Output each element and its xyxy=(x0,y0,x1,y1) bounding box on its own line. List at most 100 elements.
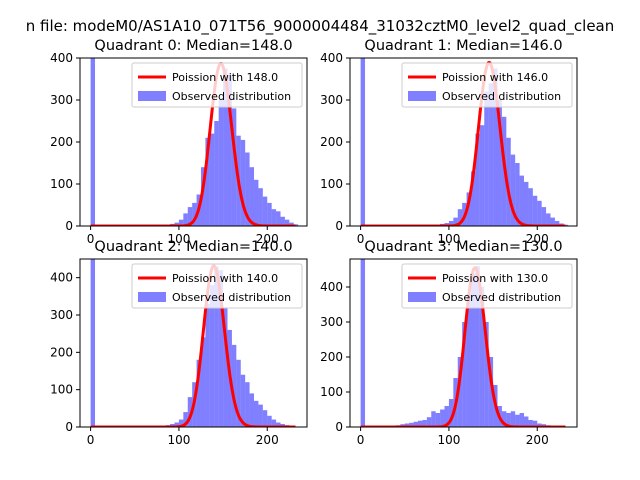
histogram-bar xyxy=(457,357,463,427)
histogram-bar xyxy=(293,224,299,226)
histogram-bar xyxy=(187,397,193,427)
histogram-bar xyxy=(457,209,463,226)
histogram-bar xyxy=(236,359,241,427)
histogram-bar xyxy=(209,285,215,427)
histogram-bar xyxy=(501,411,507,427)
subplot-quadrant-3: 0 100 200 0 100 200 300 400 Quadrant 3: Median=1… xyxy=(320,239,578,447)
legend: Poission with 130.0 Observed distribution xyxy=(401,263,573,309)
subplot-title: Quadrant 3: Median=130.0 xyxy=(364,239,562,255)
x-tick-label: 200 xyxy=(256,232,279,246)
histogram-bar xyxy=(187,207,193,226)
axes-frame xyxy=(79,258,308,428)
histogram-bar xyxy=(271,419,277,427)
legend-box xyxy=(401,263,573,309)
y-tick-label: 200 xyxy=(320,135,343,149)
histogram-bar xyxy=(475,266,480,427)
histogram-bar xyxy=(563,224,569,226)
histogram-bar xyxy=(254,179,259,226)
histogram-bar xyxy=(479,125,485,226)
y-tick-label: 100 xyxy=(320,385,343,399)
histogram-bar xyxy=(550,217,555,226)
histogram-bars xyxy=(360,259,555,427)
histogram-bar xyxy=(223,307,228,427)
legend-poisson-label: Poission with 146.0 xyxy=(442,71,548,84)
y-tick-label: 400 xyxy=(320,51,343,65)
x-tick-label: 200 xyxy=(256,433,279,447)
x-tick-label: 0 xyxy=(87,232,95,246)
histogram-bar xyxy=(532,420,538,427)
histogram-bar xyxy=(532,195,538,226)
histogram-bar xyxy=(90,259,96,427)
histogram-bar xyxy=(493,68,498,226)
histogram-bar xyxy=(192,202,197,226)
histogram-bar xyxy=(537,423,542,427)
histogram-bar xyxy=(271,209,277,226)
legend-observed-label: Observed distribution xyxy=(442,90,561,103)
legend-box xyxy=(131,263,303,309)
subplot-quadrant-2: 0 100 200 0 100 200 300 400 Quadrant 2: Median=1… xyxy=(50,239,308,447)
histogram-bar xyxy=(404,423,410,427)
x-tick-label: 100 xyxy=(167,433,190,447)
histogram-bar xyxy=(183,213,188,226)
histogram-bar xyxy=(422,420,427,427)
legend: Poission with 148.0 Observed distribution xyxy=(131,62,303,108)
histogram-bar xyxy=(249,393,255,427)
axes-frame xyxy=(349,258,578,428)
histogram-bar xyxy=(466,294,472,427)
y-tick-label: 100 xyxy=(50,177,73,191)
x-tick-label: 100 xyxy=(437,433,460,447)
histogram-bar xyxy=(506,137,511,226)
histogram-bar xyxy=(524,181,529,226)
y-tick-label: 300 xyxy=(320,315,343,329)
legend-observed-swatch xyxy=(138,292,166,302)
legend-box xyxy=(401,62,573,108)
histogram-bar xyxy=(249,167,255,226)
y-tick-label: 0 xyxy=(65,420,73,434)
histogram-bar xyxy=(528,420,533,427)
y-tick-label: 400 xyxy=(320,280,343,294)
y-tick-label: 200 xyxy=(50,345,73,359)
histogram-bar xyxy=(360,58,366,226)
poisson-curve xyxy=(359,266,567,427)
histogram-bar xyxy=(178,219,184,226)
histogram-bar xyxy=(519,413,525,427)
histogram-bar xyxy=(267,202,272,226)
legend: Poission with 146.0 Observed distribution xyxy=(401,62,573,108)
histogram-bar xyxy=(479,287,485,427)
histogram-bar xyxy=(90,58,96,226)
histogram-bar xyxy=(240,139,246,226)
histogram-bar xyxy=(289,222,294,226)
histogram-bar xyxy=(519,175,525,226)
legend-poisson-label: Poission with 140.0 xyxy=(172,272,278,285)
x-tick-label: 200 xyxy=(526,232,549,246)
y-tick-label: 0 xyxy=(335,420,343,434)
histogram-bar xyxy=(462,322,467,427)
legend-observed-swatch xyxy=(138,91,166,101)
histogram-bar xyxy=(360,259,366,427)
histogram-bar xyxy=(409,422,414,427)
histogram-bar xyxy=(231,344,237,427)
histogram-bar xyxy=(413,421,419,427)
histogram-bar xyxy=(484,322,489,427)
subplot-title: Quadrant 0: Median=148.0 xyxy=(94,38,292,54)
x-tick-label: 100 xyxy=(437,232,460,246)
histogram-bar xyxy=(497,100,502,226)
histogram-bar xyxy=(214,266,219,427)
subplot-quadrant-0: 0 100 200 0 100 200 300 400 Quadrant 0: Median=1… xyxy=(50,38,308,246)
histogram-bar xyxy=(466,192,472,226)
histogram-bar xyxy=(276,211,281,226)
histogram-bar xyxy=(448,220,454,226)
histogram-bar xyxy=(201,167,206,226)
histogram-bar xyxy=(488,83,494,226)
histogram-bar xyxy=(524,416,529,427)
subplot-title: Quadrant 1: Median=146.0 xyxy=(364,38,562,54)
y-tick-label: 400 xyxy=(50,271,73,285)
y-tick-label: 300 xyxy=(50,308,73,322)
legend: Poission with 140.0 Observed distribution xyxy=(131,263,303,309)
legend-poisson-label: Poission with 148.0 xyxy=(172,71,278,84)
y-tick-label: 200 xyxy=(320,350,343,364)
x-tick-label: 100 xyxy=(167,232,190,246)
legend-observed-swatch xyxy=(408,292,436,302)
histogram-bars xyxy=(360,58,569,226)
